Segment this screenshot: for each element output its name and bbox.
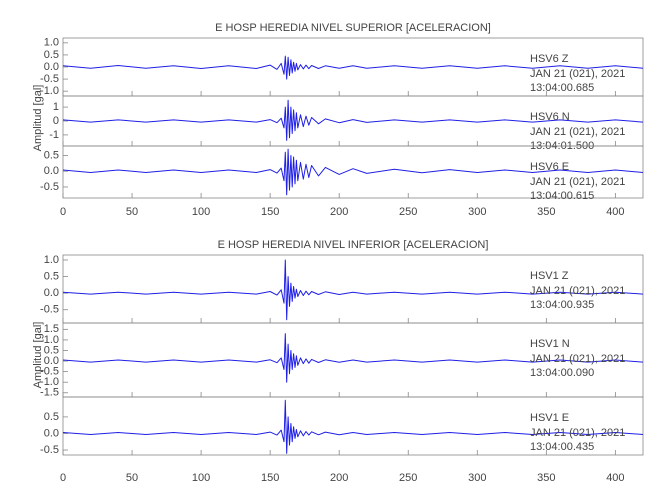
trace: [62, 99, 644, 141]
panel-title: E HOSP HEREDIA NIVEL SUPERIOR [ACELERACI…: [215, 22, 491, 34]
x-tick-label: 150: [261, 472, 279, 484]
trace: [62, 399, 644, 454]
x-tick-label: 100: [192, 206, 210, 218]
y-axis-label: Amplitud [gal]: [32, 322, 44, 389]
y-tick-label: 0.5: [44, 49, 59, 61]
date-label: JAN 21 (021), 2021: [530, 68, 625, 80]
time-label: 13:04:00.090: [530, 367, 594, 379]
station-label: HSV1 Z: [530, 270, 569, 282]
y-tick-label: -0.5: [40, 304, 59, 316]
x-tick-label: 250: [399, 206, 417, 218]
date-label: JAN 21 (021), 2021: [530, 427, 625, 439]
trace: [62, 259, 644, 321]
x-tick-label: 150: [261, 206, 279, 218]
y-tick-label: -0.5: [40, 444, 59, 456]
y-tick-label: 0.5: [44, 270, 59, 282]
x-tick-label: 250: [399, 472, 417, 484]
x-tick-label: 300: [468, 472, 486, 484]
y-tick-label: -0.5: [40, 181, 59, 193]
x-tick-label: 50: [126, 206, 138, 218]
x-tick-label: 350: [537, 472, 555, 484]
y-tick-label: -0.5: [40, 366, 59, 378]
date-label: JAN 21 (021), 2021: [530, 353, 625, 365]
date-label: JAN 21 (021), 2021: [530, 285, 625, 297]
station-label: HSV6 Z: [530, 53, 569, 65]
x-tick-label: 300: [468, 206, 486, 218]
trace: [62, 333, 644, 383]
panel-title: E HOSP HEREDIA NIVEL INFERIOR [ACELERACI…: [218, 239, 489, 251]
station-label: HSV1 N: [530, 338, 570, 350]
date-label: JAN 21 (021), 2021: [530, 126, 625, 138]
y-tick-label: 1.5: [44, 323, 59, 335]
time-label: 13:04:00.615: [530, 190, 594, 202]
y-tick-label: 0.5: [44, 149, 59, 161]
y-tick-label: 0.0: [44, 427, 59, 439]
x-tick-label: 350: [537, 206, 555, 218]
y-tick-label: 1.0: [44, 254, 59, 266]
x-tick-label: 400: [606, 206, 624, 218]
x-tick-label: 50: [126, 472, 138, 484]
y-tick-label: 1.0: [44, 334, 59, 346]
trace: [62, 55, 644, 80]
station-label: HSV1 E: [530, 412, 569, 424]
date-label: JAN 21 (021), 2021: [530, 176, 625, 188]
y-tick-label: 0.5: [44, 411, 59, 423]
y-tick-label: 0.5: [44, 344, 59, 356]
trace: [62, 148, 644, 196]
time-label: 13:04:00.935: [530, 299, 594, 311]
x-tick-label: 0: [60, 206, 66, 218]
x-tick-label: 200: [330, 472, 348, 484]
y-tick-label: 1: [53, 101, 59, 113]
station-label: HSV6 E: [530, 161, 569, 173]
y-tick-label: 1.0: [44, 37, 59, 49]
y-tick-label: -1.0: [40, 376, 59, 388]
y-tick-label: -0.5: [40, 73, 59, 85]
x-tick-label: 400: [606, 472, 624, 484]
y-tick-label: 0.0: [44, 287, 59, 299]
y-axis-label: Amplitud [gal]: [32, 85, 44, 152]
subplot-frame: [62, 396, 644, 456]
y-tick-label: 0.0: [44, 61, 59, 73]
y-tick-label: 0.0: [44, 355, 59, 367]
station-label: HSV6 N: [530, 111, 570, 123]
x-tick-label: 100: [192, 472, 210, 484]
y-tick-label: 0.0: [44, 165, 59, 177]
time-label: 13:04:00.685: [530, 82, 594, 94]
y-tick-label: 0: [53, 115, 59, 127]
y-tick-label: -1: [49, 129, 59, 141]
y-tick-label: -1.5: [40, 387, 59, 399]
x-tick-label: 0: [60, 472, 66, 484]
time-label: 13:04:00.435: [530, 441, 594, 453]
x-tick-label: 200: [330, 206, 348, 218]
y-tick-label: -1.0: [40, 85, 59, 97]
